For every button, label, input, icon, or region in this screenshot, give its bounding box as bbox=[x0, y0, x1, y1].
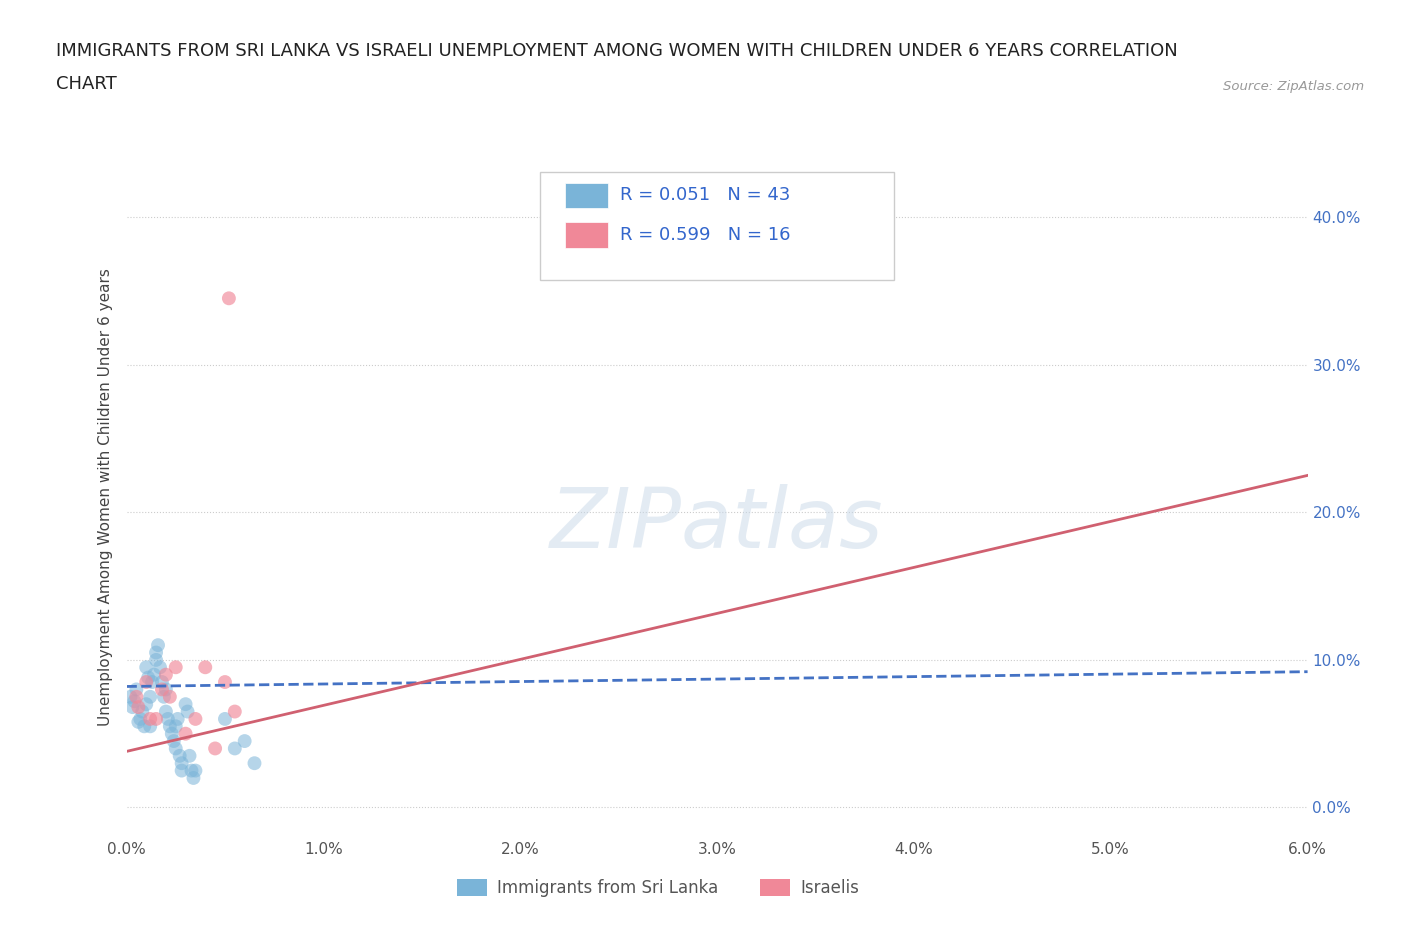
Point bbox=[127, 714, 149, 729]
Point bbox=[135, 674, 157, 689]
Point bbox=[129, 711, 152, 726]
Point bbox=[180, 764, 202, 778]
Point bbox=[121, 699, 143, 714]
FancyBboxPatch shape bbox=[565, 222, 609, 247]
Point bbox=[125, 689, 148, 704]
Point bbox=[145, 653, 167, 668]
Point bbox=[174, 697, 197, 711]
Point bbox=[194, 660, 217, 675]
Point bbox=[233, 734, 256, 749]
Point bbox=[150, 682, 173, 697]
Point bbox=[214, 674, 236, 689]
Legend: Immigrants from Sri Lanka, Israelis: Immigrants from Sri Lanka, Israelis bbox=[450, 871, 866, 903]
Point bbox=[139, 689, 162, 704]
Point bbox=[150, 674, 173, 689]
Point bbox=[156, 711, 179, 726]
Point bbox=[127, 699, 149, 714]
Text: CHART: CHART bbox=[56, 75, 117, 93]
Point bbox=[145, 645, 167, 660]
Point bbox=[125, 682, 148, 697]
Point bbox=[224, 741, 246, 756]
Text: ZIPatlas: ZIPatlas bbox=[550, 485, 884, 565]
Point bbox=[155, 704, 177, 719]
Point bbox=[204, 741, 226, 756]
Point bbox=[159, 719, 181, 734]
Point bbox=[176, 704, 198, 719]
Point bbox=[163, 734, 186, 749]
Point bbox=[170, 756, 193, 771]
Point bbox=[165, 719, 187, 734]
Point bbox=[165, 741, 187, 756]
Point bbox=[166, 711, 188, 726]
Point bbox=[155, 667, 177, 682]
FancyBboxPatch shape bbox=[540, 172, 894, 280]
Point bbox=[184, 764, 207, 778]
Point bbox=[120, 689, 142, 704]
Point bbox=[145, 711, 167, 726]
Point bbox=[224, 704, 246, 719]
Point bbox=[135, 697, 157, 711]
Point bbox=[139, 711, 162, 726]
Point bbox=[243, 756, 266, 771]
Y-axis label: Unemployment Among Women with Children Under 6 years: Unemployment Among Women with Children U… bbox=[98, 269, 114, 726]
Point bbox=[143, 667, 166, 682]
Point bbox=[160, 726, 183, 741]
Point bbox=[136, 671, 159, 685]
Point bbox=[159, 689, 181, 704]
Point bbox=[124, 694, 146, 709]
Point bbox=[165, 660, 187, 675]
FancyBboxPatch shape bbox=[565, 182, 609, 208]
Text: Source: ZipAtlas.com: Source: ZipAtlas.com bbox=[1223, 80, 1364, 93]
Text: IMMIGRANTS FROM SRI LANKA VS ISRAELI UNEMPLOYMENT AMONG WOMEN WITH CHILDREN UNDE: IMMIGRANTS FROM SRI LANKA VS ISRAELI UNE… bbox=[56, 43, 1178, 60]
Point bbox=[155, 682, 177, 697]
Text: R = 0.599   N = 16: R = 0.599 N = 16 bbox=[620, 226, 790, 244]
Point bbox=[153, 689, 176, 704]
Point bbox=[149, 660, 172, 675]
Point bbox=[139, 719, 162, 734]
Point bbox=[174, 726, 197, 741]
Point bbox=[170, 764, 193, 778]
Point bbox=[218, 291, 240, 306]
Point bbox=[214, 711, 236, 726]
Point bbox=[184, 711, 207, 726]
Point bbox=[169, 749, 191, 764]
Point bbox=[141, 674, 163, 689]
Point bbox=[131, 704, 153, 719]
Point bbox=[135, 660, 157, 675]
Point bbox=[179, 749, 201, 764]
Point bbox=[146, 638, 169, 653]
Point bbox=[183, 771, 205, 786]
Text: R = 0.051   N = 43: R = 0.051 N = 43 bbox=[620, 186, 790, 205]
Point bbox=[134, 719, 156, 734]
